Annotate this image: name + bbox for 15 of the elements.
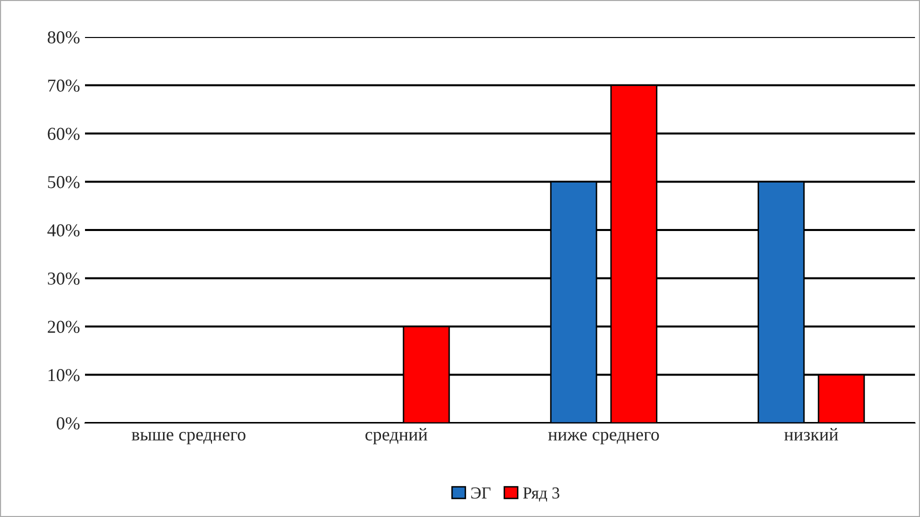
y-tick-label: 70% <box>48 80 80 92</box>
y-tick-label: 40% <box>47 224 80 236</box>
y-tick-label: 60% <box>48 128 80 140</box>
y-tick-label: 20% <box>48 320 80 333</box>
y-tick-label: 80% <box>48 31 80 44</box>
y-tick-label: 0% <box>56 417 80 430</box>
x-tick-label: ниже среднего <box>548 432 659 444</box>
legend-label: Ряд 3 <box>523 487 560 502</box>
x-tick-label: низкий <box>784 428 838 441</box>
x-tick-label: средний <box>365 428 428 444</box>
legend-label: ЭГ <box>471 487 490 499</box>
y-tick-label: 50% <box>48 176 80 188</box>
x-tick-label: выше среднего <box>132 432 246 444</box>
y-tick-label: 30% <box>48 272 80 285</box>
y-tick-label: 10% <box>48 369 80 382</box>
